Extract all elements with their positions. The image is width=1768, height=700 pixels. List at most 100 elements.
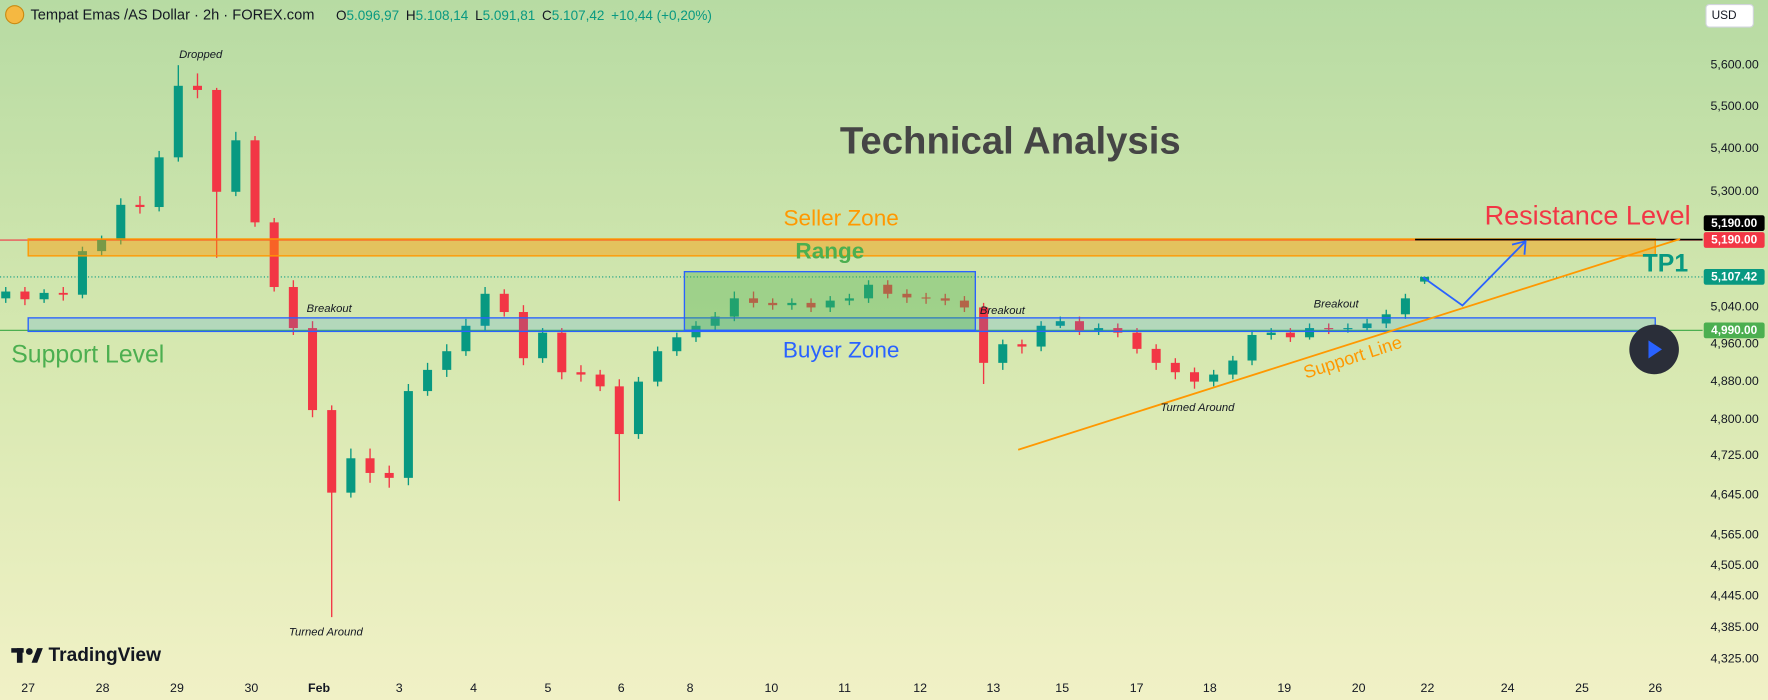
candle-body xyxy=(499,293,509,313)
candle-body xyxy=(959,300,969,308)
candle-body xyxy=(557,332,567,373)
candle-body xyxy=(212,89,222,192)
candle-body xyxy=(1055,321,1065,326)
symbol-title[interactable]: Tempat Emas /AS Dollar · 2h · FOREX.com xyxy=(30,8,314,24)
candle-body xyxy=(442,351,452,370)
y-tick-label: 5,500.00 xyxy=(1710,99,1758,113)
x-tick-label: 8 xyxy=(687,681,694,695)
x-tick-label: 22 xyxy=(1421,681,1435,695)
candle-body xyxy=(538,332,548,359)
annotation-range: Range xyxy=(795,238,864,263)
support-line xyxy=(1017,238,1681,451)
x-tick-label: 24 xyxy=(1501,681,1515,695)
candle-body xyxy=(902,293,912,298)
candle-body xyxy=(288,287,298,329)
currency-button[interactable] xyxy=(1705,3,1754,28)
y-tick-label: 5,300.00 xyxy=(1710,184,1758,198)
projection-arrow xyxy=(1422,240,1527,307)
candle-body xyxy=(787,302,797,306)
candle-body xyxy=(1189,372,1200,382)
ohlc-value: 5.107,42 xyxy=(552,7,605,22)
candle-body xyxy=(365,458,375,473)
candle-body xyxy=(97,240,107,252)
x-tick-label: 13 xyxy=(986,681,1000,695)
candle-body xyxy=(173,85,183,158)
candle-body xyxy=(883,284,893,294)
price-badge xyxy=(1703,269,1765,285)
candle-body xyxy=(327,410,337,493)
candle-body xyxy=(940,298,950,301)
candle-body xyxy=(154,157,164,208)
candle-body xyxy=(308,328,318,411)
x-tick-label: 12 xyxy=(913,681,927,695)
annotation-tp1: TP1 xyxy=(1643,250,1689,277)
candle-body xyxy=(1170,362,1180,373)
candle-body xyxy=(1113,328,1123,333)
price-badge-label: 5,190.00 xyxy=(1711,233,1757,247)
ohlc-change: +10,44 (+0,20%) xyxy=(611,7,712,22)
candle-body xyxy=(1228,360,1238,375)
candle-body xyxy=(1017,344,1027,347)
candle-body xyxy=(20,291,30,300)
y-tick-label: 4,325.00 xyxy=(1710,652,1758,666)
candle-body xyxy=(461,325,471,352)
y-tick-label: 4,645.00 xyxy=(1710,487,1758,501)
price-badge-label: 5,107.42 xyxy=(1711,270,1757,284)
x-tick-label: 26 xyxy=(1648,681,1662,695)
annotation-breakout: Breakout xyxy=(980,305,1026,317)
y-tick-label: 4,880.00 xyxy=(1710,374,1758,388)
x-tick-label: Feb xyxy=(308,681,330,695)
candle-body xyxy=(1266,332,1276,335)
candle-body xyxy=(729,298,739,317)
candle-body xyxy=(403,391,413,478)
candle-body xyxy=(1324,328,1334,330)
ohlc-key: H xyxy=(406,7,416,22)
candle-body xyxy=(1094,328,1104,331)
price-badge xyxy=(1703,232,1765,248)
ohlc-key: C xyxy=(542,7,552,22)
candle-body xyxy=(1,291,11,299)
currency-label: USD xyxy=(1712,8,1737,22)
x-tick-label: 6 xyxy=(618,681,625,695)
candle-body xyxy=(423,369,433,392)
candle-body xyxy=(135,204,145,208)
candle-body xyxy=(576,372,586,375)
x-tick-label: 5 xyxy=(545,681,552,695)
x-tick-label: 17 xyxy=(1130,681,1144,695)
candle-body xyxy=(1151,348,1161,363)
candle-body xyxy=(39,292,49,300)
candle-body xyxy=(116,204,126,241)
candle-body xyxy=(1305,328,1315,338)
annotation-breakout: Breakout xyxy=(1314,298,1360,310)
candle-body xyxy=(710,316,720,326)
candle-body xyxy=(749,298,759,303)
ohlc-value: 5.091,81 xyxy=(483,7,536,22)
candle-body xyxy=(384,472,394,478)
ohlc-value: 5.108,14 xyxy=(416,7,469,22)
x-tick-label: 29 xyxy=(170,681,184,695)
x-tick-label: 3 xyxy=(396,681,403,695)
candle-body xyxy=(768,302,778,306)
price-badge xyxy=(1703,322,1765,339)
x-tick-label: 18 xyxy=(1203,681,1217,695)
candle-body xyxy=(825,300,835,308)
candle-body xyxy=(921,297,931,299)
annotation-title: Technical Analysis xyxy=(840,119,1181,162)
candle-body xyxy=(346,458,356,493)
annotation-support-level: Support Level xyxy=(11,342,164,369)
y-tick-label: 5,040.00 xyxy=(1710,300,1758,314)
symbol-icon xyxy=(5,5,25,25)
price-badge-label: 5,190.00 xyxy=(1711,216,1757,230)
range-box xyxy=(683,270,977,331)
x-tick-label: 10 xyxy=(764,681,778,695)
y-tick-label: 4,960.00 xyxy=(1710,337,1758,351)
candle-body xyxy=(1343,328,1353,330)
buyer-zone xyxy=(27,317,1656,333)
candle-body xyxy=(614,386,624,435)
candle-body xyxy=(518,312,528,359)
brand-logo xyxy=(11,648,43,663)
ohlc-key: O xyxy=(336,7,347,22)
candle-body xyxy=(1074,321,1084,331)
